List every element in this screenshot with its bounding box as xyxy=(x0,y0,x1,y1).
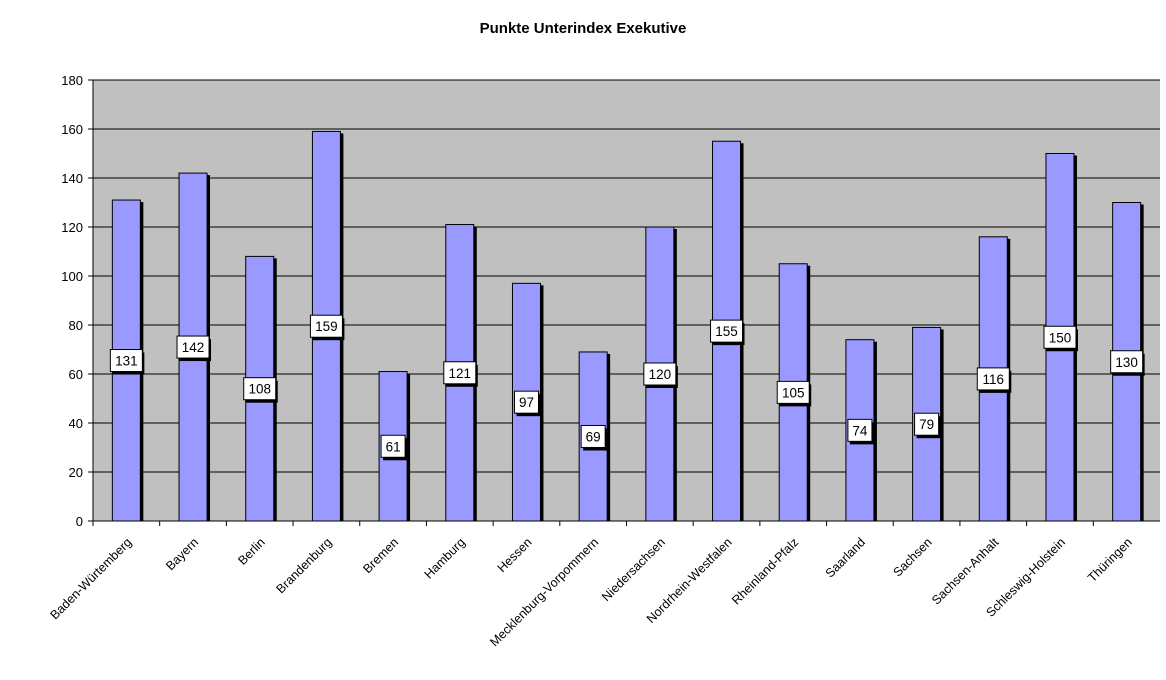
data-label: 155 xyxy=(710,319,745,346)
x-category-label: Hamburg xyxy=(422,535,468,581)
data-label-text: 131 xyxy=(115,354,138,369)
data-label-text: 155 xyxy=(715,324,738,339)
data-label-text: 150 xyxy=(1049,330,1072,345)
x-category-label: Berlin xyxy=(235,535,268,568)
data-label-box xyxy=(309,314,343,338)
x-category-label: Thüringen xyxy=(1085,535,1135,585)
x-category-label: Bayern xyxy=(163,535,201,573)
data-label-box xyxy=(109,349,143,373)
y-tick-label: 20 xyxy=(69,465,83,480)
y-tick-label: 40 xyxy=(69,416,83,431)
data-label-text: 97 xyxy=(519,395,534,410)
data-label: 159 xyxy=(309,314,345,341)
data-label: 61 xyxy=(380,434,408,461)
data-label-text: 105 xyxy=(782,385,805,400)
x-category-label: Sachsen xyxy=(890,535,934,579)
data-label-text: 116 xyxy=(983,372,1005,387)
y-tick-label: 120 xyxy=(61,220,83,235)
x-category-label: Brandenburg xyxy=(274,535,335,596)
data-label: 142 xyxy=(176,335,212,362)
x-axis-categories: Baden-Würtemberg Bayern Berlin Brandenburg B… xyxy=(47,521,1135,649)
x-category-label: Rheinland-Pfalz xyxy=(729,535,801,607)
data-label: 105 xyxy=(776,380,812,407)
data-label-text: 159 xyxy=(315,319,338,334)
data-label-box xyxy=(776,380,810,404)
data-label-text: 74 xyxy=(852,423,868,438)
y-tick-label: 140 xyxy=(61,171,83,186)
x-category-label: Niedersachsen xyxy=(599,535,668,604)
y-axis-ticks: 0 20 40 60 80 100 120 140 160 180 xyxy=(61,73,93,529)
x-category-label: Baden-Würtemberg xyxy=(47,535,134,622)
x-category-label: Mecklenburg-Vorpommern xyxy=(487,535,601,649)
chart-title: Punkte Unterindex Exekutive xyxy=(479,20,687,37)
data-label-text: 130 xyxy=(1115,355,1138,370)
x-category-label: Bremen xyxy=(360,535,401,576)
data-label-box xyxy=(176,335,210,359)
data-label-box xyxy=(580,424,606,448)
data-label: 150 xyxy=(1043,325,1078,352)
data-label: 116 xyxy=(976,367,1012,393)
data-label-box xyxy=(710,319,744,343)
data-label-box xyxy=(243,377,277,401)
data-label: 69 xyxy=(580,424,608,451)
data-label-box xyxy=(914,412,940,436)
y-tick-label: 100 xyxy=(61,269,83,284)
data-label: 131 xyxy=(109,349,145,375)
data-label-text: 120 xyxy=(649,367,672,382)
x-category-label: Sachsen-Anhalt xyxy=(929,535,1002,608)
data-label-box xyxy=(380,434,406,458)
data-label-text: 121 xyxy=(449,366,472,381)
data-label: 97 xyxy=(513,390,541,417)
data-label-text: 108 xyxy=(248,382,271,397)
data-label: 79 xyxy=(914,412,941,439)
data-label-box xyxy=(513,390,539,414)
data-label-text: 61 xyxy=(386,439,401,454)
x-category-label: Saarland xyxy=(823,535,868,580)
data-label: 130 xyxy=(1110,350,1145,376)
data-label: 121 xyxy=(443,361,478,387)
data-label: 120 xyxy=(643,362,678,388)
y-tick-label: 180 xyxy=(61,73,83,88)
data-label-text: 69 xyxy=(586,429,601,444)
data-label-box xyxy=(847,418,873,442)
data-label-box xyxy=(643,362,677,386)
data-label-text: 79 xyxy=(919,417,934,432)
y-tick-label: 0 xyxy=(76,514,83,529)
data-label-box xyxy=(976,367,1010,391)
data-label: 108 xyxy=(243,377,278,403)
data-label-box xyxy=(1043,325,1077,349)
y-tick-label: 80 xyxy=(69,318,83,333)
data-labels: 131 142 108 159 61 121 97 69 120 155 105 74 79 116 150… xyxy=(109,314,1145,461)
data-label: 74 xyxy=(847,418,874,445)
data-label-text: 142 xyxy=(182,340,205,355)
x-category-label: Hessen xyxy=(495,535,535,575)
data-label-box xyxy=(443,361,477,385)
data-label-box xyxy=(1110,350,1144,374)
y-tick-label: 160 xyxy=(61,122,83,137)
y-tick-label: 60 xyxy=(69,367,83,382)
